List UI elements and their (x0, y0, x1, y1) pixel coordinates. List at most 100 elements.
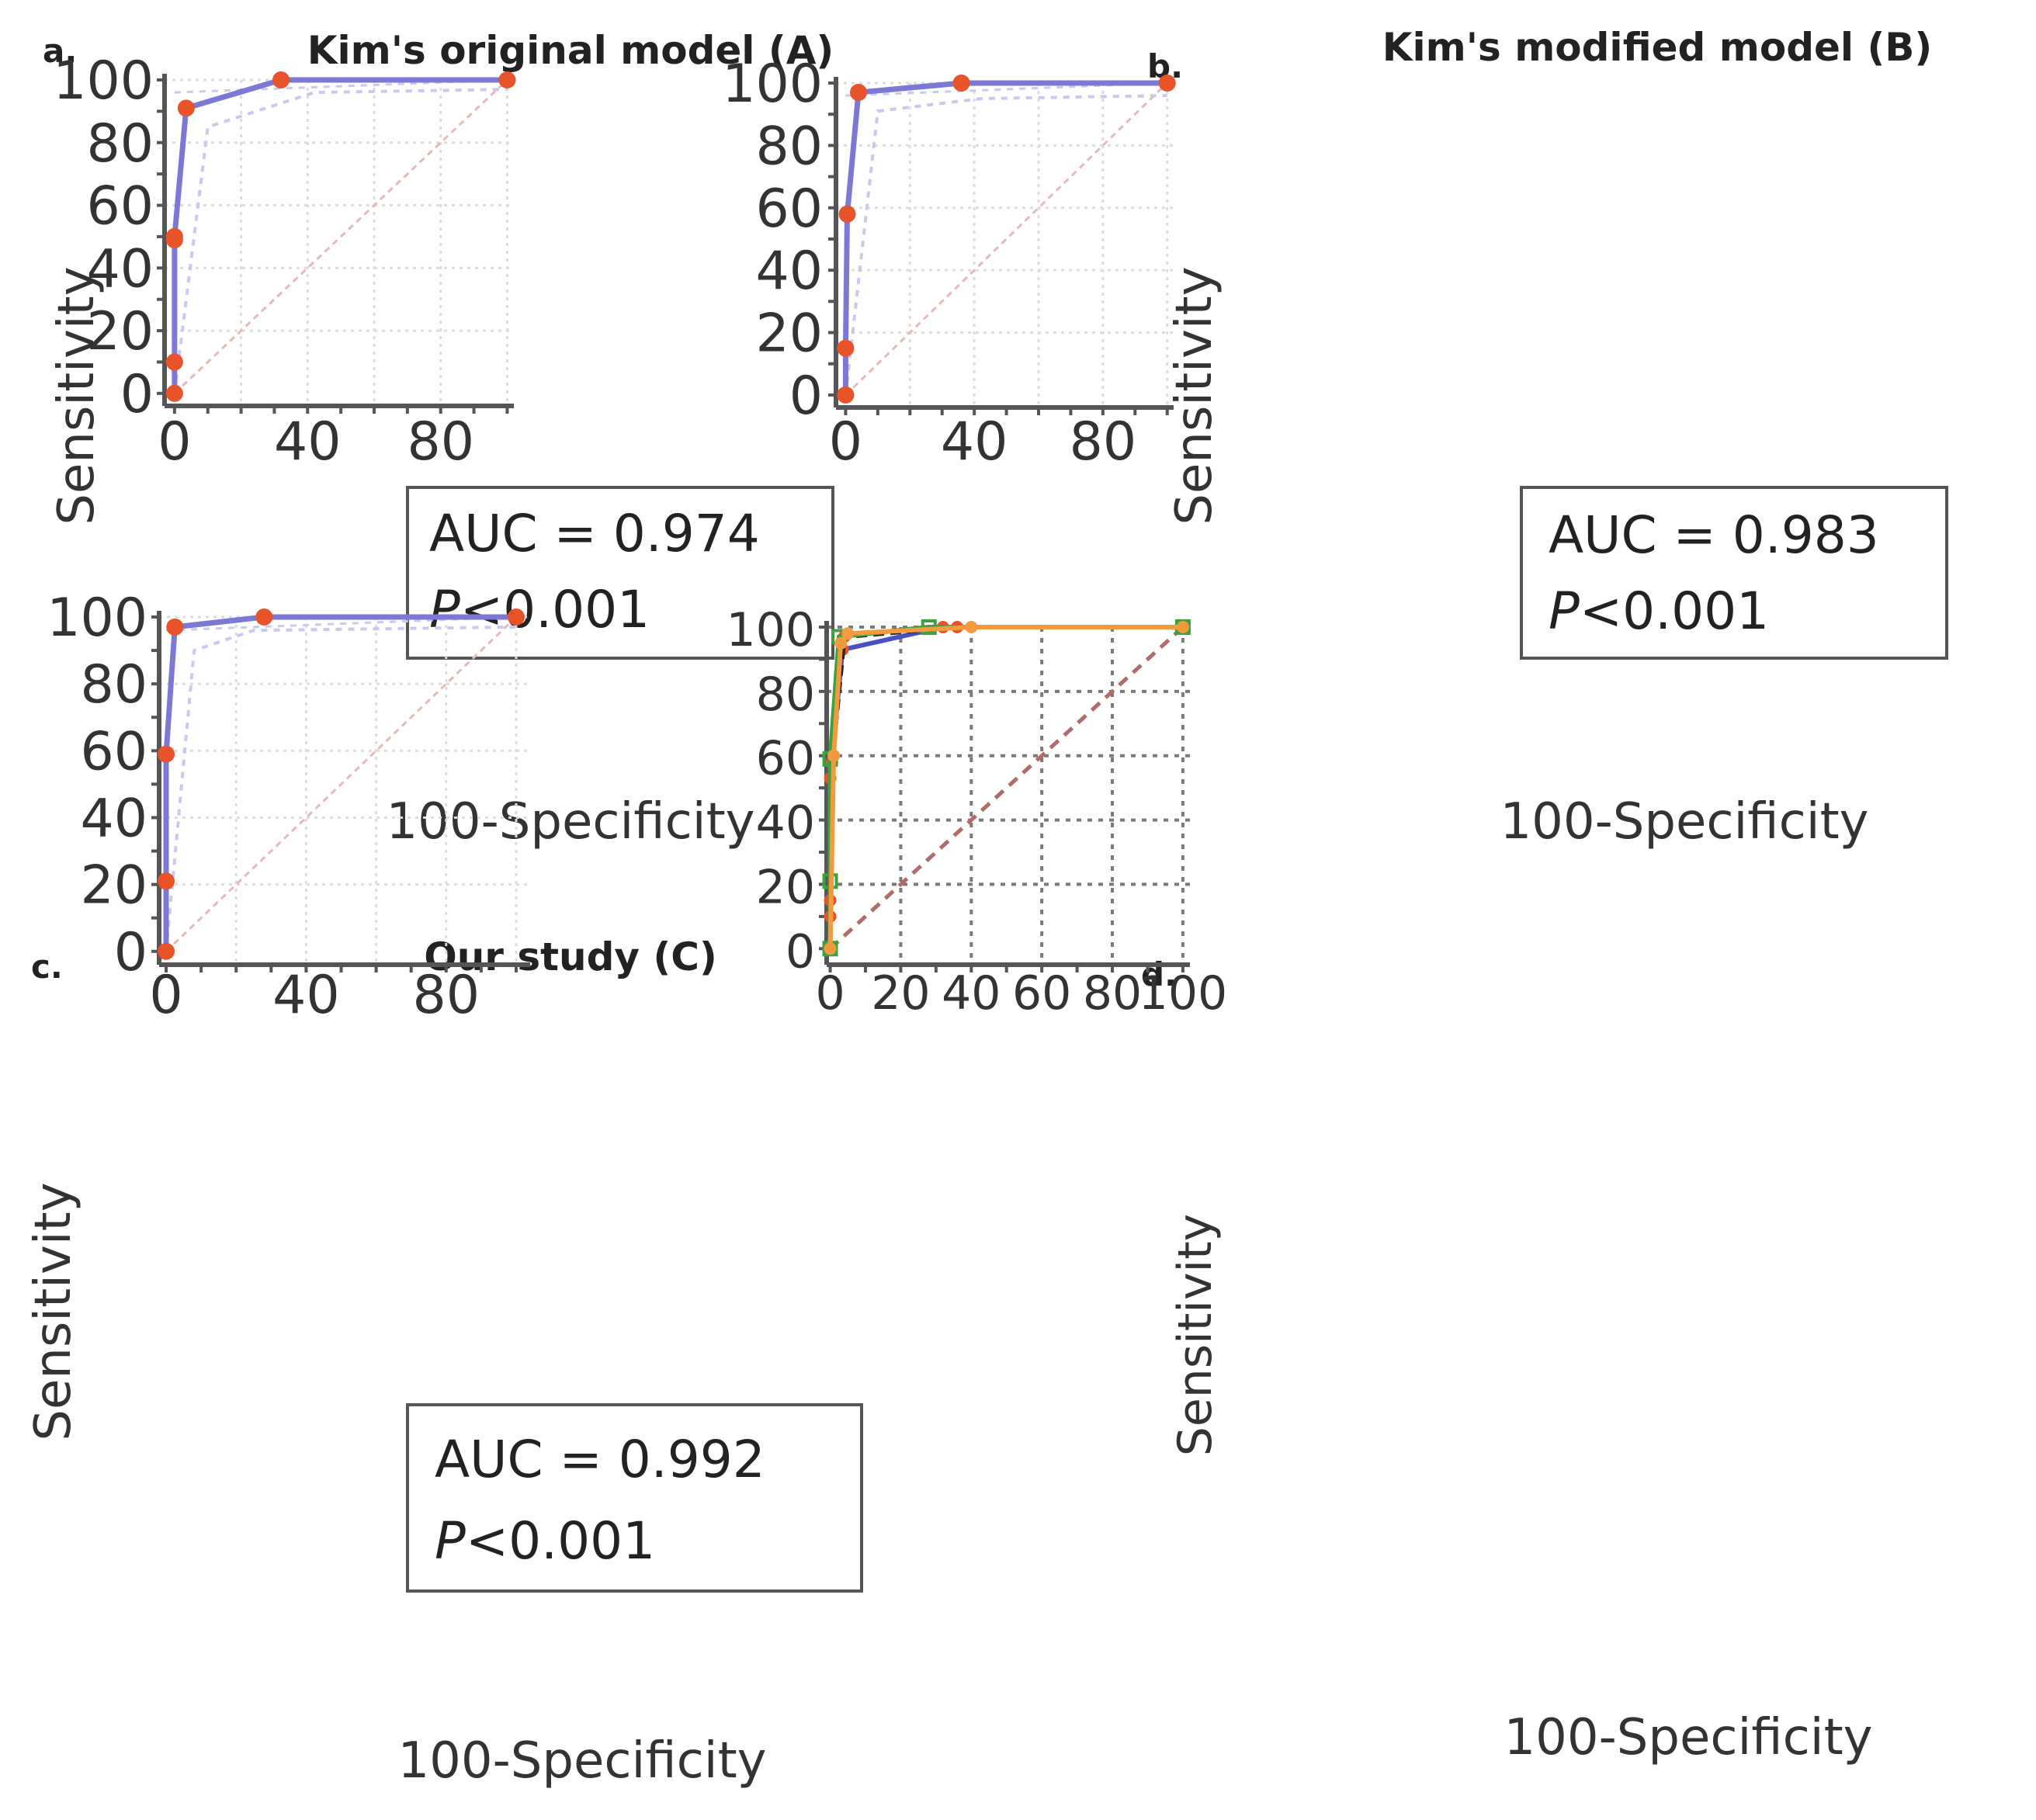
auc-box-frame-a (406, 486, 834, 660)
panel-label-a: a. (43, 32, 77, 70)
panel-label-d: d. (1141, 955, 1177, 993)
x-tick-label-d: 100 (1139, 966, 1228, 1021)
x-tick-label-d: 80 (1083, 966, 1142, 1021)
y-tick-label-b: 100 (722, 54, 823, 115)
roc-point-a (272, 71, 290, 88)
ci-lower-a (172, 88, 508, 394)
roc-point-b (1158, 75, 1176, 92)
x-tick-label-c: 40 (272, 965, 340, 1026)
roc-point-d-combined (824, 942, 837, 955)
x-tick-label-c: 80 (413, 965, 480, 1026)
y-tick-label-c: 80 (80, 654, 147, 716)
roc-point-c (255, 608, 273, 626)
roc-point-c (507, 608, 525, 626)
y-tick-label-d: 100 (726, 603, 815, 657)
p-symbol-c: P (435, 1511, 466, 1571)
auc-label-b: AUC = 0.983 (1549, 505, 1879, 565)
x-tick-label-a: 40 (274, 411, 342, 473)
roc-curve-d-combined (827, 625, 1183, 949)
x-axis-title-c: 100-Specificity (397, 1732, 766, 1790)
y-tick-label-c: 20 (80, 855, 147, 917)
y-tick-label-b: 20 (755, 303, 823, 365)
ci-lower-c (165, 625, 516, 952)
y-tick-label-d: 40 (756, 796, 815, 851)
ci-lower-b (844, 94, 1167, 396)
x-axis-title-a: 100-Specificity (386, 793, 754, 851)
y-tick-label-c: 40 (80, 788, 147, 849)
roc-point-a (165, 227, 183, 245)
y-axis-title-b: Sensitivity (1166, 266, 1223, 525)
auc-box-frame-b (1520, 486, 1948, 660)
panel-title-a: Kim's original model (A) (307, 28, 834, 73)
y-tick-label-c: 100 (47, 588, 147, 649)
y-tick-label-b: 60 (755, 179, 823, 240)
y-tick-label-b: 40 (755, 241, 823, 302)
roc-point-c (158, 872, 175, 890)
y-axis-title-c: Sensitivity (25, 1182, 82, 1440)
x-tick-label-b: 80 (1070, 411, 1137, 473)
x-tick-label-c: 0 (149, 965, 182, 1026)
x-axis-title-d: 100-Specificity (1504, 1709, 1872, 1766)
auc-box-frame-c (406, 1403, 863, 1593)
p-symbol-b: P (1549, 581, 1580, 641)
y-tick-label-a: 40 (86, 238, 154, 300)
panel-title-c: Our study (C) (424, 934, 717, 979)
roc-point-a (165, 353, 183, 371)
roc-point-d-combined (827, 749, 841, 762)
roc-point-b (838, 205, 856, 223)
roc-point-b (850, 84, 867, 102)
y-tick-label-d: 0 (786, 924, 815, 979)
y-tick-label-b: 80 (755, 116, 823, 177)
y-tick-label-d: 60 (756, 732, 815, 786)
roc-point-a (498, 71, 516, 88)
p-number-c: <0.001 (466, 1511, 655, 1571)
roc-point-b (837, 386, 855, 404)
reference-diagonal-c (165, 615, 517, 952)
ci-upper-c (165, 615, 517, 632)
auc-label-c: AUC = 0.992 (435, 1430, 765, 1489)
y-tick-label-b: 0 (789, 366, 823, 427)
roc-point-d-combined (841, 627, 855, 640)
auc-box-b: AUC = 0.983 P<0.001 (1520, 486, 1948, 660)
p-number-b: <0.001 (1580, 581, 1769, 641)
roc-curve-d-b (827, 625, 1183, 949)
auc-box-c: AUC = 0.992 P<0.001 (406, 1403, 863, 1593)
y-tick-label-a: 60 (86, 176, 154, 237)
roc-point-c (166, 618, 184, 636)
x-axis-title-b: 100-Specificity (1500, 793, 1868, 851)
x-tick-label-b: 0 (829, 411, 862, 473)
roc-point-a (165, 384, 183, 402)
panel-a: a. Kim's original model (A) 0 40 800204060… (43, 28, 834, 851)
x-tick-label-d: 20 (871, 966, 930, 1021)
p-value-b: P<0.001 (1549, 581, 1769, 641)
y-tick-label-c: 60 (80, 721, 147, 782)
reference-diagonal-b (845, 81, 1168, 396)
p-value-c: P<0.001 (435, 1511, 655, 1571)
roc-curve-d-a (827, 625, 1183, 949)
x-tick-label-d: 60 (1012, 966, 1071, 1021)
roc-curve-c (163, 614, 516, 952)
roc-point-d-combined (834, 636, 848, 650)
reference-diagonal-d (828, 626, 1184, 951)
p-symbol-a: P (429, 580, 460, 640)
auc-box-a: AUC = 0.974 P<0.001 (406, 486, 834, 660)
roc-curve-d-c (827, 625, 1183, 949)
p-value-a: P<0.001 (429, 580, 650, 640)
reference-diagonal-a (173, 78, 508, 394)
roc-point-b (837, 339, 855, 357)
x-tick-label-a: 80 (407, 411, 474, 473)
y-axis-title-a: Sensitivity (48, 266, 106, 525)
y-tick-label-a: 100 (53, 50, 154, 112)
y-tick-label-c: 0 (114, 922, 147, 983)
roc-point-d-combined (1176, 621, 1189, 633)
panel-title-b: Kim's modified model (B) (1382, 25, 1933, 70)
x-tick-label-d: 0 (815, 966, 845, 1021)
x-tick-label-d: 40 (942, 966, 1001, 1021)
auc-label-a: AUC = 0.974 (429, 504, 760, 563)
